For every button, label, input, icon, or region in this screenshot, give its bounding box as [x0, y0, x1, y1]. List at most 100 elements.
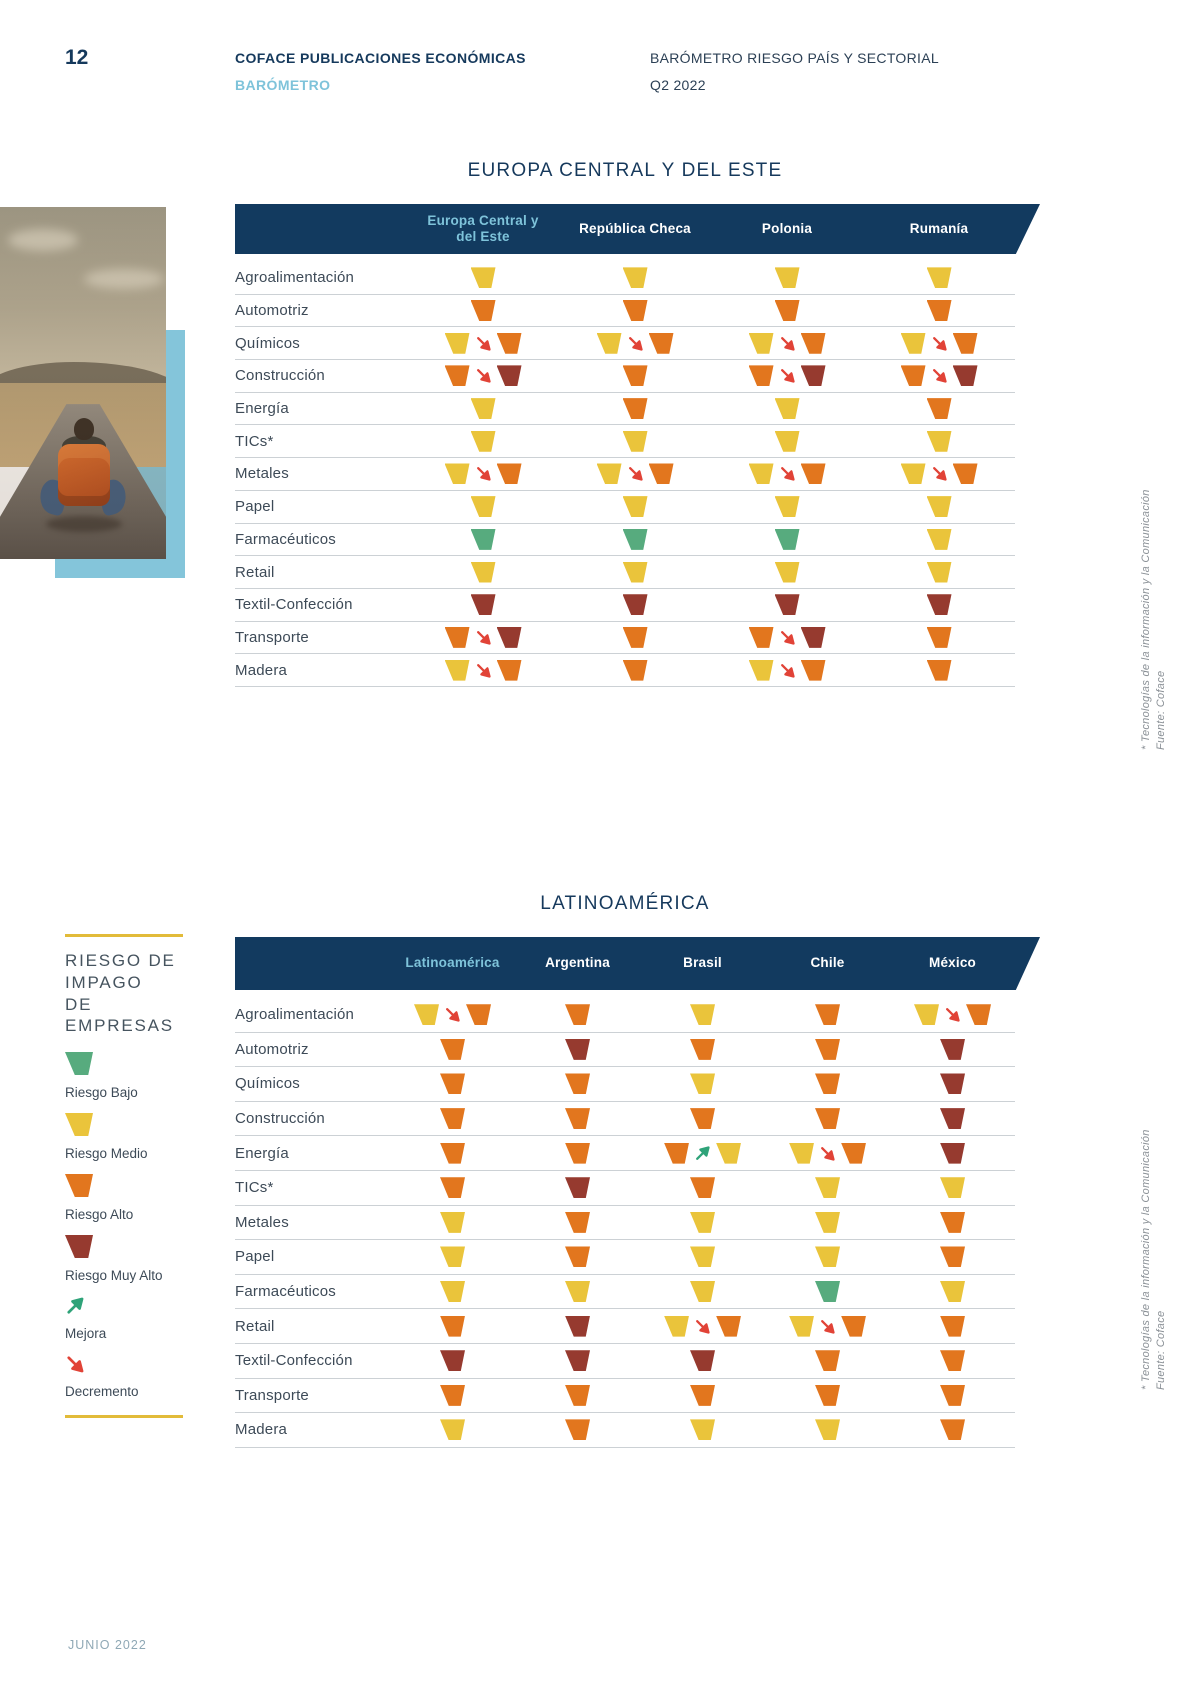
- risk-shape-high: [940, 1384, 965, 1406]
- risk-shape-medium: [774, 430, 800, 452]
- table-row: Energía: [235, 1136, 1015, 1171]
- risk-cell: [890, 1177, 1015, 1199]
- risk-cell: [407, 561, 559, 583]
- risk-cell: [890, 1108, 1015, 1130]
- risk-shape-very-high: [496, 626, 522, 648]
- legend-rule-bottom: [65, 1415, 183, 1418]
- column-header: Argentina: [545, 955, 610, 971]
- risk-cell: [711, 496, 863, 518]
- footnote-vertical: Fuente: Coface * Tecnologías de la infor…: [1140, 1038, 1167, 1390]
- decline-arrow-icon: [821, 1319, 835, 1334]
- risk-shape-high: [841, 1142, 866, 1164]
- table-row: Papel: [235, 1240, 1015, 1275]
- risk-cell: [890, 1419, 1015, 1441]
- risk-cell: [407, 430, 559, 452]
- photo-person-shadow: [46, 516, 122, 533]
- risk-shape-medium: [596, 463, 622, 485]
- report-title: BARÓMETRO RIESGO PAÍS Y SECTORIAL: [650, 50, 939, 66]
- page-number: 12: [65, 46, 89, 69]
- risk-shape-high: [966, 1004, 991, 1026]
- risk-shape-very-high: [622, 594, 648, 616]
- risk-cell: [515, 1350, 640, 1372]
- risk-cell: [711, 430, 863, 452]
- risk-cell: [863, 365, 1015, 387]
- hero-photo: [0, 207, 166, 559]
- risk-cell: [407, 463, 559, 485]
- table-title: LATINOAMÉRICA: [540, 893, 710, 914]
- risk-shape-high: [496, 463, 522, 485]
- risk-cell: [390, 1073, 515, 1095]
- risk-shape-medium: [926, 561, 952, 583]
- risk-cell: [765, 1177, 890, 1199]
- risk-cell: [515, 1315, 640, 1337]
- risk-cell: [515, 1281, 640, 1303]
- decline-arrow-icon: [476, 336, 491, 351]
- risk-shape-medium: [774, 561, 800, 583]
- risk-cell: [765, 1038, 890, 1060]
- sector-label: Agroalimentación: [235, 1006, 355, 1024]
- risk-shape-high: [716, 1315, 741, 1337]
- risk-shape-high: [440, 1177, 465, 1199]
- report-period: Q2 2022: [650, 77, 706, 93]
- risk-shape-very-high: [800, 365, 826, 387]
- risk-shape-medium: [774, 267, 800, 289]
- risk-shape-high: [690, 1038, 715, 1060]
- risk-shape-very-high: [690, 1350, 715, 1372]
- risk-shape-medium: [440, 1419, 465, 1441]
- risk-shape-medium: [815, 1211, 840, 1233]
- risk-shape-high: [622, 365, 648, 387]
- legend-rule-top: [65, 934, 183, 937]
- risk-cell: [640, 1384, 765, 1406]
- risk-shape-high: [470, 300, 496, 322]
- risk-cell: [515, 1419, 640, 1441]
- sector-label: Textil-Confección: [235, 596, 353, 614]
- table-row: Retail: [235, 556, 1015, 589]
- table-title: EUROPA CENTRAL Y DEL ESTE: [467, 160, 783, 181]
- risk-cell: [890, 1246, 1015, 1268]
- risk-shape-high: [690, 1108, 715, 1130]
- risk-shape-high: [690, 1177, 715, 1199]
- risk-shape-very-high: [565, 1350, 590, 1372]
- risk-cell: [390, 1384, 515, 1406]
- photo-backpack: [58, 444, 110, 507]
- risk-cell: [765, 1350, 890, 1372]
- risk-shape-medium: [470, 561, 496, 583]
- risk-shape-medium: [789, 1142, 814, 1164]
- risk-shape-medium: [690, 1246, 715, 1268]
- risk-shape-medium: [622, 496, 648, 518]
- risk-cell: [640, 1073, 765, 1095]
- risk-shape-high: [565, 1211, 590, 1233]
- risk-cell: [863, 594, 1015, 616]
- sector-label: Farmacéuticos: [235, 1283, 336, 1301]
- sector-label: Metales: [235, 1213, 289, 1231]
- risk-cell: [711, 659, 863, 681]
- risk-shape-high: [926, 659, 952, 681]
- risk-shape-medium: [940, 1177, 965, 1199]
- risk-cell: [890, 1350, 1015, 1372]
- table-row: Farmacéuticos: [235, 524, 1015, 557]
- risk-cell: [559, 594, 711, 616]
- risk-shape-high: [800, 332, 826, 354]
- risk-shape-high: [748, 626, 774, 648]
- risk-cell: [863, 561, 1015, 583]
- risk-cell: [890, 1038, 1015, 1060]
- risk-shape-high: [466, 1004, 491, 1026]
- decline-arrow-icon: [628, 467, 643, 482]
- decline-arrow-icon: [780, 336, 795, 351]
- table-row: TICs*: [235, 425, 1015, 459]
- risk-cell: [390, 1419, 515, 1441]
- table-row: Químicos: [235, 327, 1015, 361]
- risk-cell: [765, 1281, 890, 1303]
- risk-cell: [559, 496, 711, 518]
- risk-cell: [711, 332, 863, 354]
- risk-cell: [863, 300, 1015, 322]
- column-header: México: [929, 955, 976, 971]
- risk-shape-medium: [900, 463, 926, 485]
- risk-cell: [559, 561, 711, 583]
- risk-shape-high: [565, 1384, 590, 1406]
- header-report-block: BARÓMETRO RIESGO PAÍS Y SECTORIAL Q2 202…: [650, 50, 939, 93]
- risk-shape-high: [565, 1419, 590, 1441]
- risk-cell: [390, 1281, 515, 1303]
- risk-shape-high: [565, 1142, 590, 1164]
- table-row: Papel: [235, 491, 1015, 524]
